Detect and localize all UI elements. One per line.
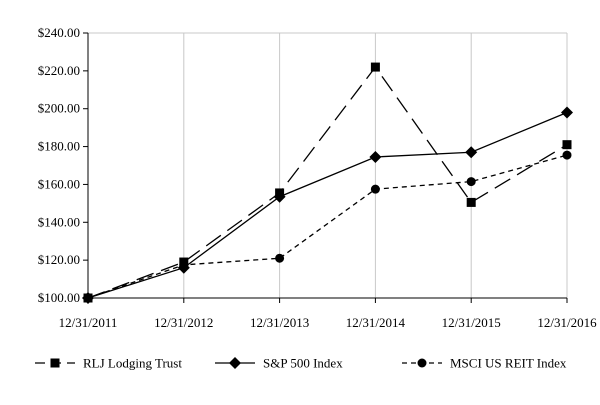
y-axis-ticks: $100.00 $120.00 $140.00 $160.00 $180.00 $200.… <box>38 25 88 305</box>
x-tick-label: 12/31/2016 <box>537 315 597 330</box>
data-point-series-2 <box>370 184 380 194</box>
data-point-series-1 <box>465 146 478 159</box>
axes <box>87 33 567 299</box>
legend-entry: S&P 500 Index <box>215 356 343 371</box>
y-tick-label: $120.00 <box>38 252 80 267</box>
series-line-2 <box>87 154 568 299</box>
data-point-series-0 <box>466 197 476 207</box>
data-point-series-0 <box>370 62 380 72</box>
x-tick-label: 12/31/2013 <box>250 315 309 330</box>
legend: RLJ Lodging Trust S&P 500 Index MSCI US RE… <box>35 356 567 371</box>
legend-label: S&P 500 Index <box>263 356 343 371</box>
data-point-series-2 <box>275 253 285 263</box>
data-point-series-2 <box>179 260 189 270</box>
y-tick-label: $240.00 <box>38 25 80 40</box>
series-line-0 <box>87 65 568 299</box>
y-tick-label: $100.00 <box>38 290 80 305</box>
legend-swatch-marker <box>229 357 241 369</box>
x-axis-ticks: 12/31/2011 12/31/2012 12/31/2013 12/31/2014… <box>59 298 597 330</box>
legend-swatch-marker <box>417 358 427 368</box>
series-markers <box>82 62 573 304</box>
x-tick-label: 12/31/2011 <box>59 315 118 330</box>
x-tick-label: 12/31/2015 <box>442 315 501 330</box>
legend-entry: RLJ Lodging Trust <box>35 356 182 371</box>
data-point-series-2 <box>466 177 476 187</box>
data-point-series-0 <box>562 140 572 150</box>
series-lines <box>87 65 568 299</box>
data-point-series-1 <box>561 106 573 119</box>
data-point-series-1 <box>273 190 286 203</box>
series-line-1 <box>87 111 568 299</box>
legend-entry: MSCI US REIT Index <box>402 356 567 371</box>
x-tick-label: 12/31/2014 <box>346 315 406 330</box>
legend-swatch-marker <box>50 358 60 368</box>
y-tick-label: $140.00 <box>38 214 80 229</box>
legend-label: MSCI US REIT Index <box>450 356 567 371</box>
data-point-series-1 <box>369 150 382 163</box>
x-tick-label: 12/31/2012 <box>154 315 213 330</box>
y-tick-label: $160.00 <box>38 176 80 191</box>
y-tick-label: $220.00 <box>38 63 80 78</box>
data-point-series-2 <box>562 150 572 160</box>
gridlines <box>88 32 568 298</box>
legend-label: RLJ Lodging Trust <box>83 356 182 371</box>
y-tick-label: $180.00 <box>38 139 80 154</box>
y-tick-label: $200.00 <box>38 101 80 116</box>
